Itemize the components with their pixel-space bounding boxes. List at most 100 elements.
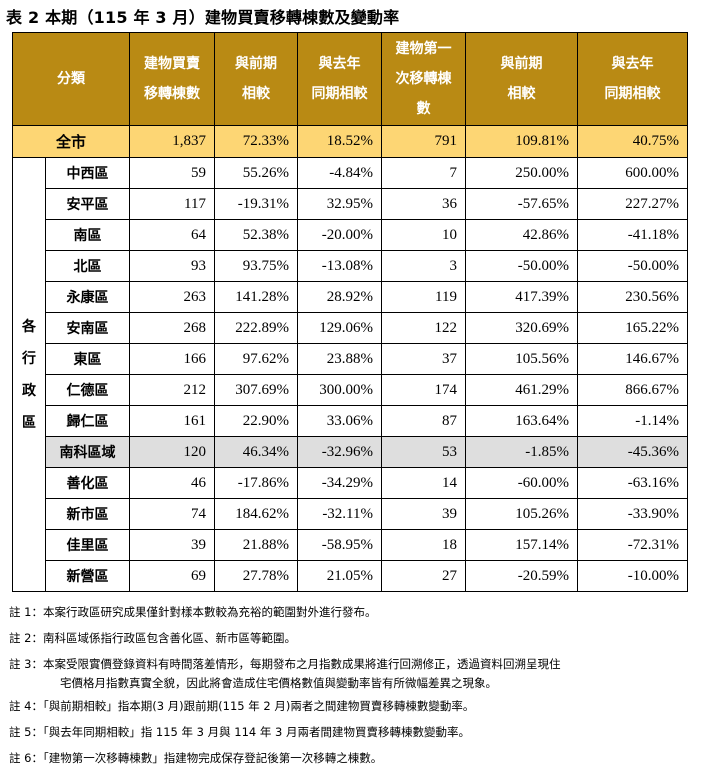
district-row: 東區 166 97.62% 23.88% 37 105.56% 146.67%: [13, 343, 688, 375]
table-cell: 53: [381, 436, 466, 468]
district-name: 安南區: [45, 312, 130, 344]
table-cell: 14: [381, 467, 466, 499]
table-cell: 263: [129, 281, 215, 313]
footnotes: 註 1：本案行政區研究成果僅針對樣本數較為充裕的範圍對外進行發布。 註 2：南科…: [9, 599, 699, 771]
table-cell: 320.69%: [465, 312, 578, 344]
table-cell: 141.28%: [214, 281, 298, 313]
table-cell: -13.08%: [297, 250, 382, 282]
table-cell: 222.89%: [214, 312, 298, 344]
table-cell: 93.75%: [214, 250, 298, 282]
total-row: 全市 1,837 72.33% 18.52% 791 109.81% 40.75…: [12, 125, 688, 158]
footnote-continuation: 宅價格月指數真實全貌，因此將會造成住宅價格數值與變動率皆有所微幅差異之現象。: [60, 676, 497, 690]
table-cell: 39: [129, 529, 215, 561]
table-cell: -32.96%: [297, 436, 382, 468]
table-cell: 166: [129, 343, 215, 375]
district-name: 新營區: [45, 560, 130, 592]
total-cell: 18.52%: [297, 125, 382, 158]
table-cell: 119: [381, 281, 466, 313]
table-cell: -57.65%: [465, 188, 578, 220]
header-transfer-count: 建物買賣 移轉棟數: [129, 32, 215, 126]
table-cell: -4.84%: [297, 157, 382, 189]
table-cell: 227.27%: [577, 188, 688, 220]
total-cell: 72.33%: [214, 125, 298, 158]
district-row: 佳里區 39 21.88% -58.95% 18 157.14% -72.31%: [13, 529, 688, 561]
table-cell: 146.67%: [577, 343, 688, 375]
district-row: 北區 93 93.75% -13.08% 3 -50.00% -50.00%: [13, 250, 688, 282]
district-name: 南區: [45, 219, 130, 251]
table-cell: 33.06%: [297, 405, 382, 437]
transfer-table: 分類 建物買賣 移轉棟數 與前期 相較 與去年 同期相較 建物第一 次移轉棟數 與前期相…: [12, 32, 688, 592]
table-cell: 122: [381, 312, 466, 344]
total-cell: 791: [381, 125, 466, 158]
table-cell: 212: [129, 374, 215, 406]
table-cell: -20.00%: [297, 219, 382, 251]
district-name: 仁德區: [45, 374, 130, 406]
footnote: 註 4：「與前期相較」指本期(3 月)跟前期(115 年 2 月)兩者之間建物買…: [9, 699, 475, 713]
table-cell: 10: [381, 219, 466, 251]
table-cell: -17.86%: [214, 467, 298, 499]
table-cell: 129.06%: [297, 312, 382, 344]
table-title: 表 2 本期（115 年 3 月）建物買賣移轉棟數及變動率: [6, 8, 400, 27]
table-cell: 105.56%: [465, 343, 578, 375]
table-cell: 105.26%: [465, 498, 578, 530]
header-vs-previous: 與前期 相較: [214, 32, 298, 126]
table-cell: -1.85%: [465, 436, 578, 468]
table-cell: 27: [381, 560, 466, 592]
district-row: 仁德區 212 307.69% 300.00% 174 461.29% 866.67%: [13, 374, 688, 406]
header-first-vs-previous: 與前期 相較: [465, 32, 578, 126]
district-row: 南科區域 120 46.34% -32.96% 53 -1.85% -45.36%: [13, 436, 688, 468]
table-cell: 417.39%: [465, 281, 578, 313]
district-row: 永康區 263 141.28% 28.92% 119 417.39% 230.56%: [13, 281, 688, 313]
table-cell: 117: [129, 188, 215, 220]
table-cell: 250.00%: [465, 157, 578, 189]
table-cell: 36: [381, 188, 466, 220]
table-cell: 163.64%: [465, 405, 578, 437]
table-cell: 307.69%: [214, 374, 298, 406]
table-cell: 268: [129, 312, 215, 344]
table-cell: 157.14%: [465, 529, 578, 561]
total-cell: 1,837: [129, 125, 215, 158]
table-cell: 64: [129, 219, 215, 251]
district-row: 歸仁區 161 22.90% 33.06% 87 163.64% -1.14%: [13, 405, 688, 437]
header-row: 分類 建物買賣 移轉棟數 與前期 相較 與去年 同期相較 建物第一 次移轉棟數 與前期相…: [12, 32, 688, 126]
table-cell: 184.62%: [214, 498, 298, 530]
table-cell: 97.62%: [214, 343, 298, 375]
table-cell: 69: [129, 560, 215, 592]
table-cell: 165.22%: [577, 312, 688, 344]
table-cell: 39: [381, 498, 466, 530]
district-name: 東區: [45, 343, 130, 375]
header-vs-last-year: 與去年 同期相較: [297, 32, 382, 126]
table-cell: 22.90%: [214, 405, 298, 437]
footnote: 註 2：南科區域係指行政區包含善化區、新市區等範圍。: [9, 631, 296, 645]
table-cell: -1.14%: [577, 405, 688, 437]
district-name: 歸仁區: [45, 405, 130, 437]
table-cell: 3: [381, 250, 466, 282]
header-first-vs-last-year: 與去年 同期相較: [577, 32, 688, 126]
district-row: 各行政區中西區 59 55.26% -4.84% 7 250.00% 600.00%: [12, 157, 688, 592]
table-cell: -60.00%: [465, 467, 578, 499]
header-first-transfer-count: 建物第一 次移轉棟數: [381, 32, 466, 126]
table-cell: -58.95%: [297, 529, 382, 561]
district-name: 佳里區: [45, 529, 130, 561]
district-row: 善化區 46 -17.86% -34.29% 14 -60.00% -63.16%: [13, 467, 688, 499]
header-category: 分類: [12, 32, 130, 126]
table-cell: 23.88%: [297, 343, 382, 375]
table-cell: -72.31%: [577, 529, 688, 561]
table-cell: 461.29%: [465, 374, 578, 406]
district-name: 永康區: [45, 281, 130, 313]
table-cell: 27.78%: [214, 560, 298, 592]
footnote: 註 3：本案受限實價登錄資料有時間落差情形，每期發布之月指數成果將進行回溯修正，…: [9, 651, 699, 693]
table-cell: 74: [129, 498, 215, 530]
table-cell: 230.56%: [577, 281, 688, 313]
table-cell: 59: [129, 157, 215, 189]
table-cell: 174: [381, 374, 466, 406]
table-cell: 18: [381, 529, 466, 561]
district-row: 新營區 69 27.78% 21.05% 27 -20.59% -10.00%: [13, 560, 688, 592]
district-name: 北區: [45, 250, 130, 282]
table-cell: 37: [381, 343, 466, 375]
table-cell: 600.00%: [577, 157, 688, 189]
footnote: 註 1：本案行政區研究成果僅針對樣本數較為充裕的範圍對外進行發布。: [9, 605, 377, 619]
table-cell: 120: [129, 436, 215, 468]
group-label: 各行政區: [12, 157, 46, 592]
table-cell: 46: [129, 467, 215, 499]
